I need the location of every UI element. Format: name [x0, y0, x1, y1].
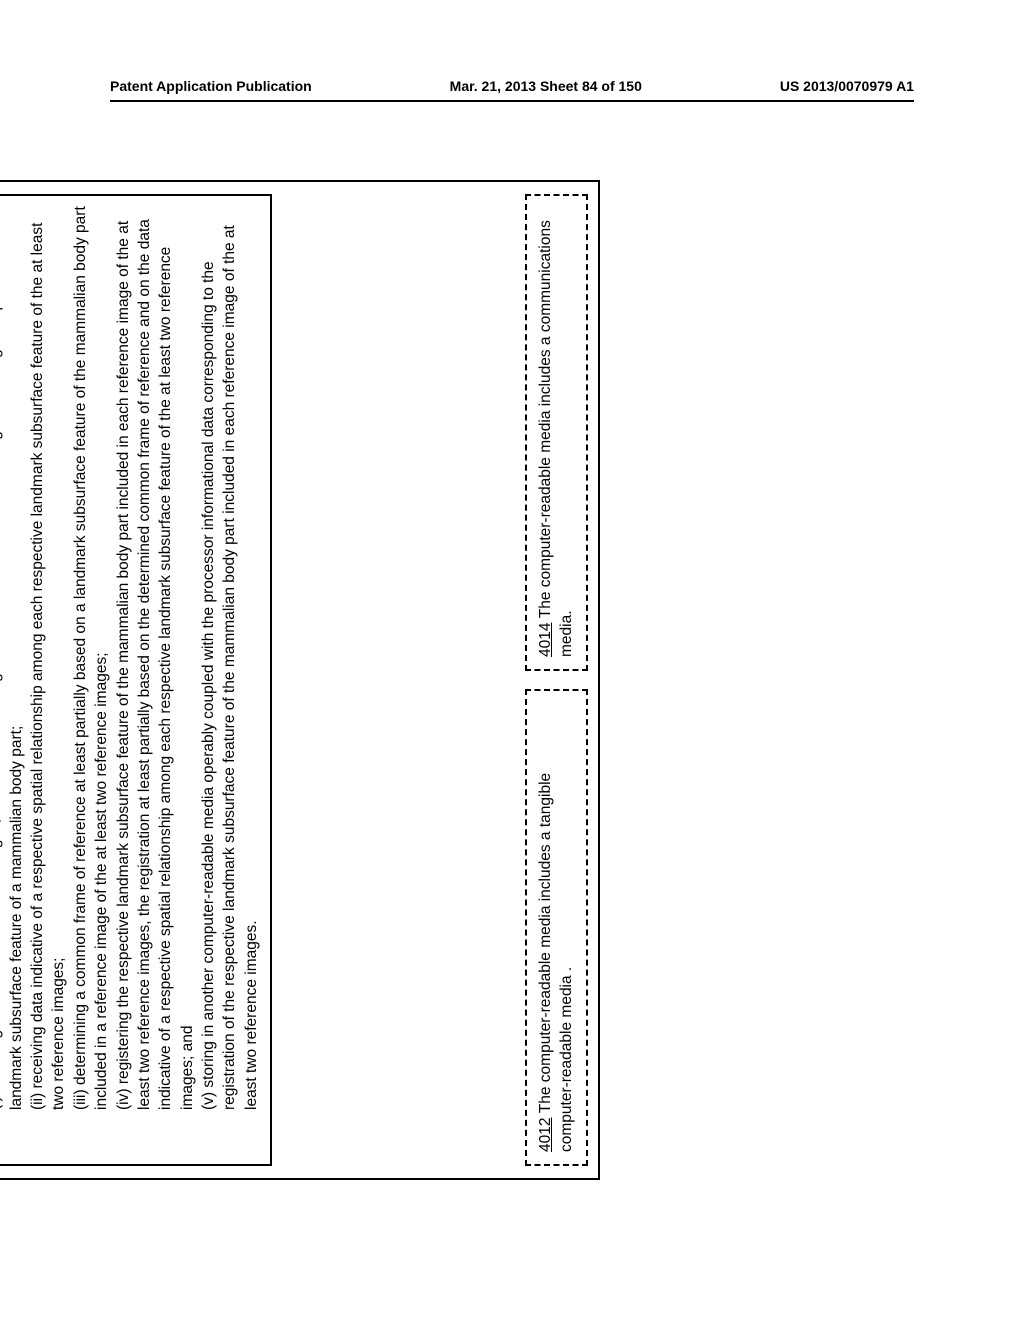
header-center: Mar. 21, 2013 Sheet 84 of 150: [450, 78, 642, 94]
ref-4012: 4012: [537, 1118, 554, 1152]
inner-box-4020: 4020 Program instructions which, when ex…: [0, 194, 272, 1166]
outer-box-4010: 4010 A computer-readable media. 4020 Pro…: [0, 180, 600, 1180]
dashed-box-4014: 4014 The computer-readable media include…: [525, 194, 588, 671]
header-rule: [110, 100, 914, 102]
dashed-box-4012: 4012 The computer-readable media include…: [525, 689, 588, 1166]
figure-content: 4000 FIG. 84 4010 A computer-readable me…: [0, 170, 610, 1190]
program-item: (i) receiving at least two reference ima…: [0, 206, 27, 1154]
bottom-row: 4012 The computer-readable media include…: [525, 194, 588, 1166]
box-4012-text: The computer-readable media includes a t…: [537, 773, 576, 1152]
page-header: Patent Application Publication Mar. 21, …: [110, 78, 914, 94]
program-item: (iv) registering the respective landmark…: [113, 206, 199, 1154]
figure-area: 4000 FIG. 84 4010 A computer-readable me…: [0, 305, 1015, 1055]
program-item: (ii) receiving data indicative of a resp…: [27, 206, 70, 1154]
program-item: (iii) determining a common frame of refe…: [70, 206, 113, 1154]
box-4014-text: The computer-readable media includes a c…: [537, 220, 576, 657]
header-left: Patent Application Publication: [110, 78, 312, 94]
program-item: (v) storing in another computer-readable…: [198, 206, 262, 1154]
ref-4014: 4014: [537, 623, 554, 657]
header-right: US 2013/0070979 A1: [780, 78, 914, 94]
